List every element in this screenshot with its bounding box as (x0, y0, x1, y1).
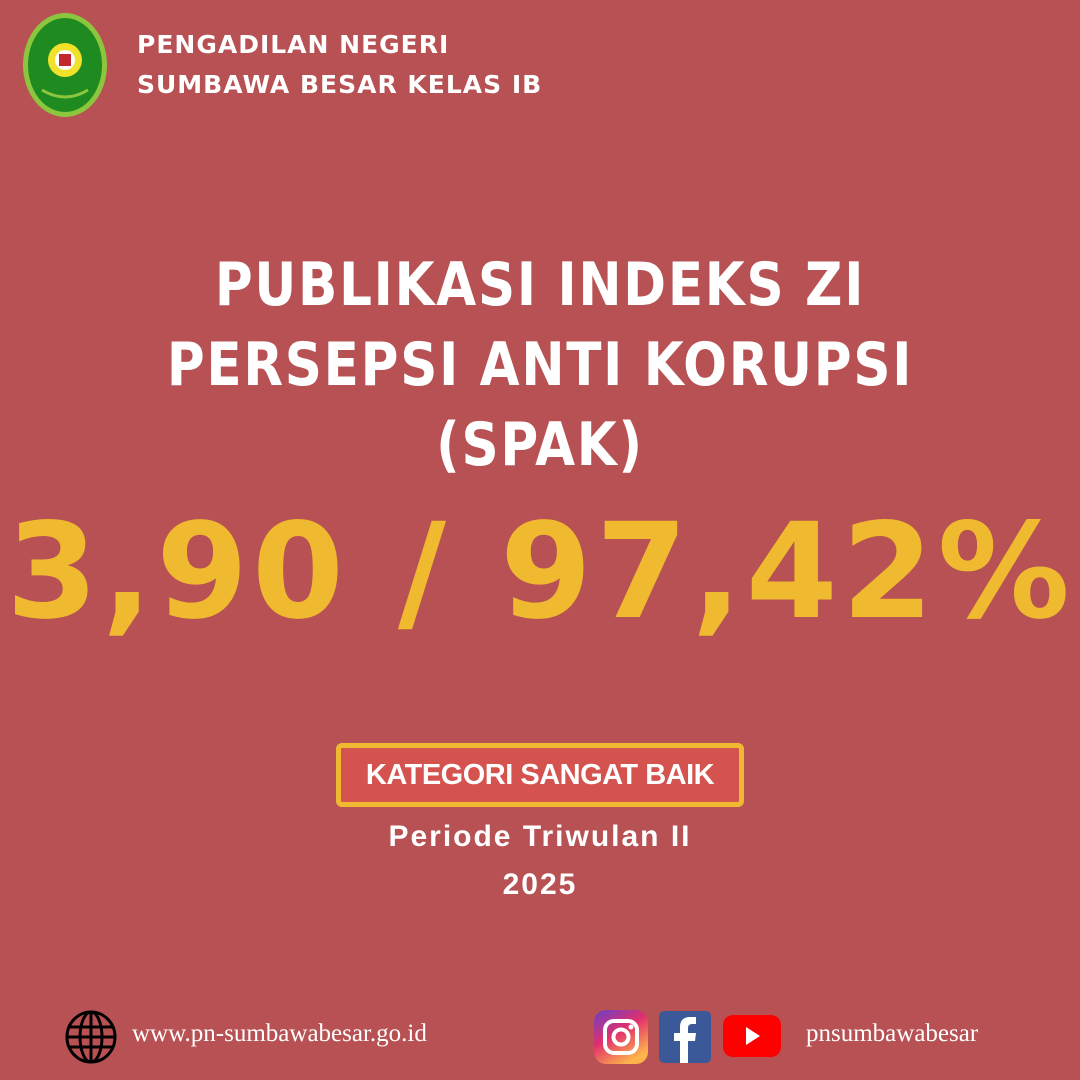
title-line1: PUBLIKASI INDEKS ZI (214, 250, 866, 320)
page-title: PUBLIKASI INDEKS ZI PERSEPSI ANTI KORUPS… (76, 245, 1005, 485)
instagram-icon[interactable] (594, 1010, 648, 1064)
period-year: 2025 (502, 868, 578, 901)
facebook-icon[interactable] (659, 1011, 711, 1063)
title-line2: PERSEPSI ANTI KORUPSI (SPAK) (166, 330, 914, 480)
website-link[interactable]: www.pn-sumbawabesar.go.id (132, 1020, 427, 1047)
category-badge: KATEGORI SANGAT BAIK (336, 743, 744, 807)
youtube-icon[interactable] (723, 1015, 781, 1057)
org-name-line2: SUMBAWA BESAR KELAS IB (137, 70, 543, 99)
score-value: 3,90 / 97,42% (6, 495, 1074, 649)
globe-icon (65, 1010, 117, 1064)
period-label: Periode Triwulan II (388, 820, 692, 853)
org-name-line1: PENGADILAN NEGERI (137, 30, 450, 59)
social-handle[interactable]: pnsumbawabesar (806, 1020, 979, 1047)
court-logo (23, 13, 107, 117)
